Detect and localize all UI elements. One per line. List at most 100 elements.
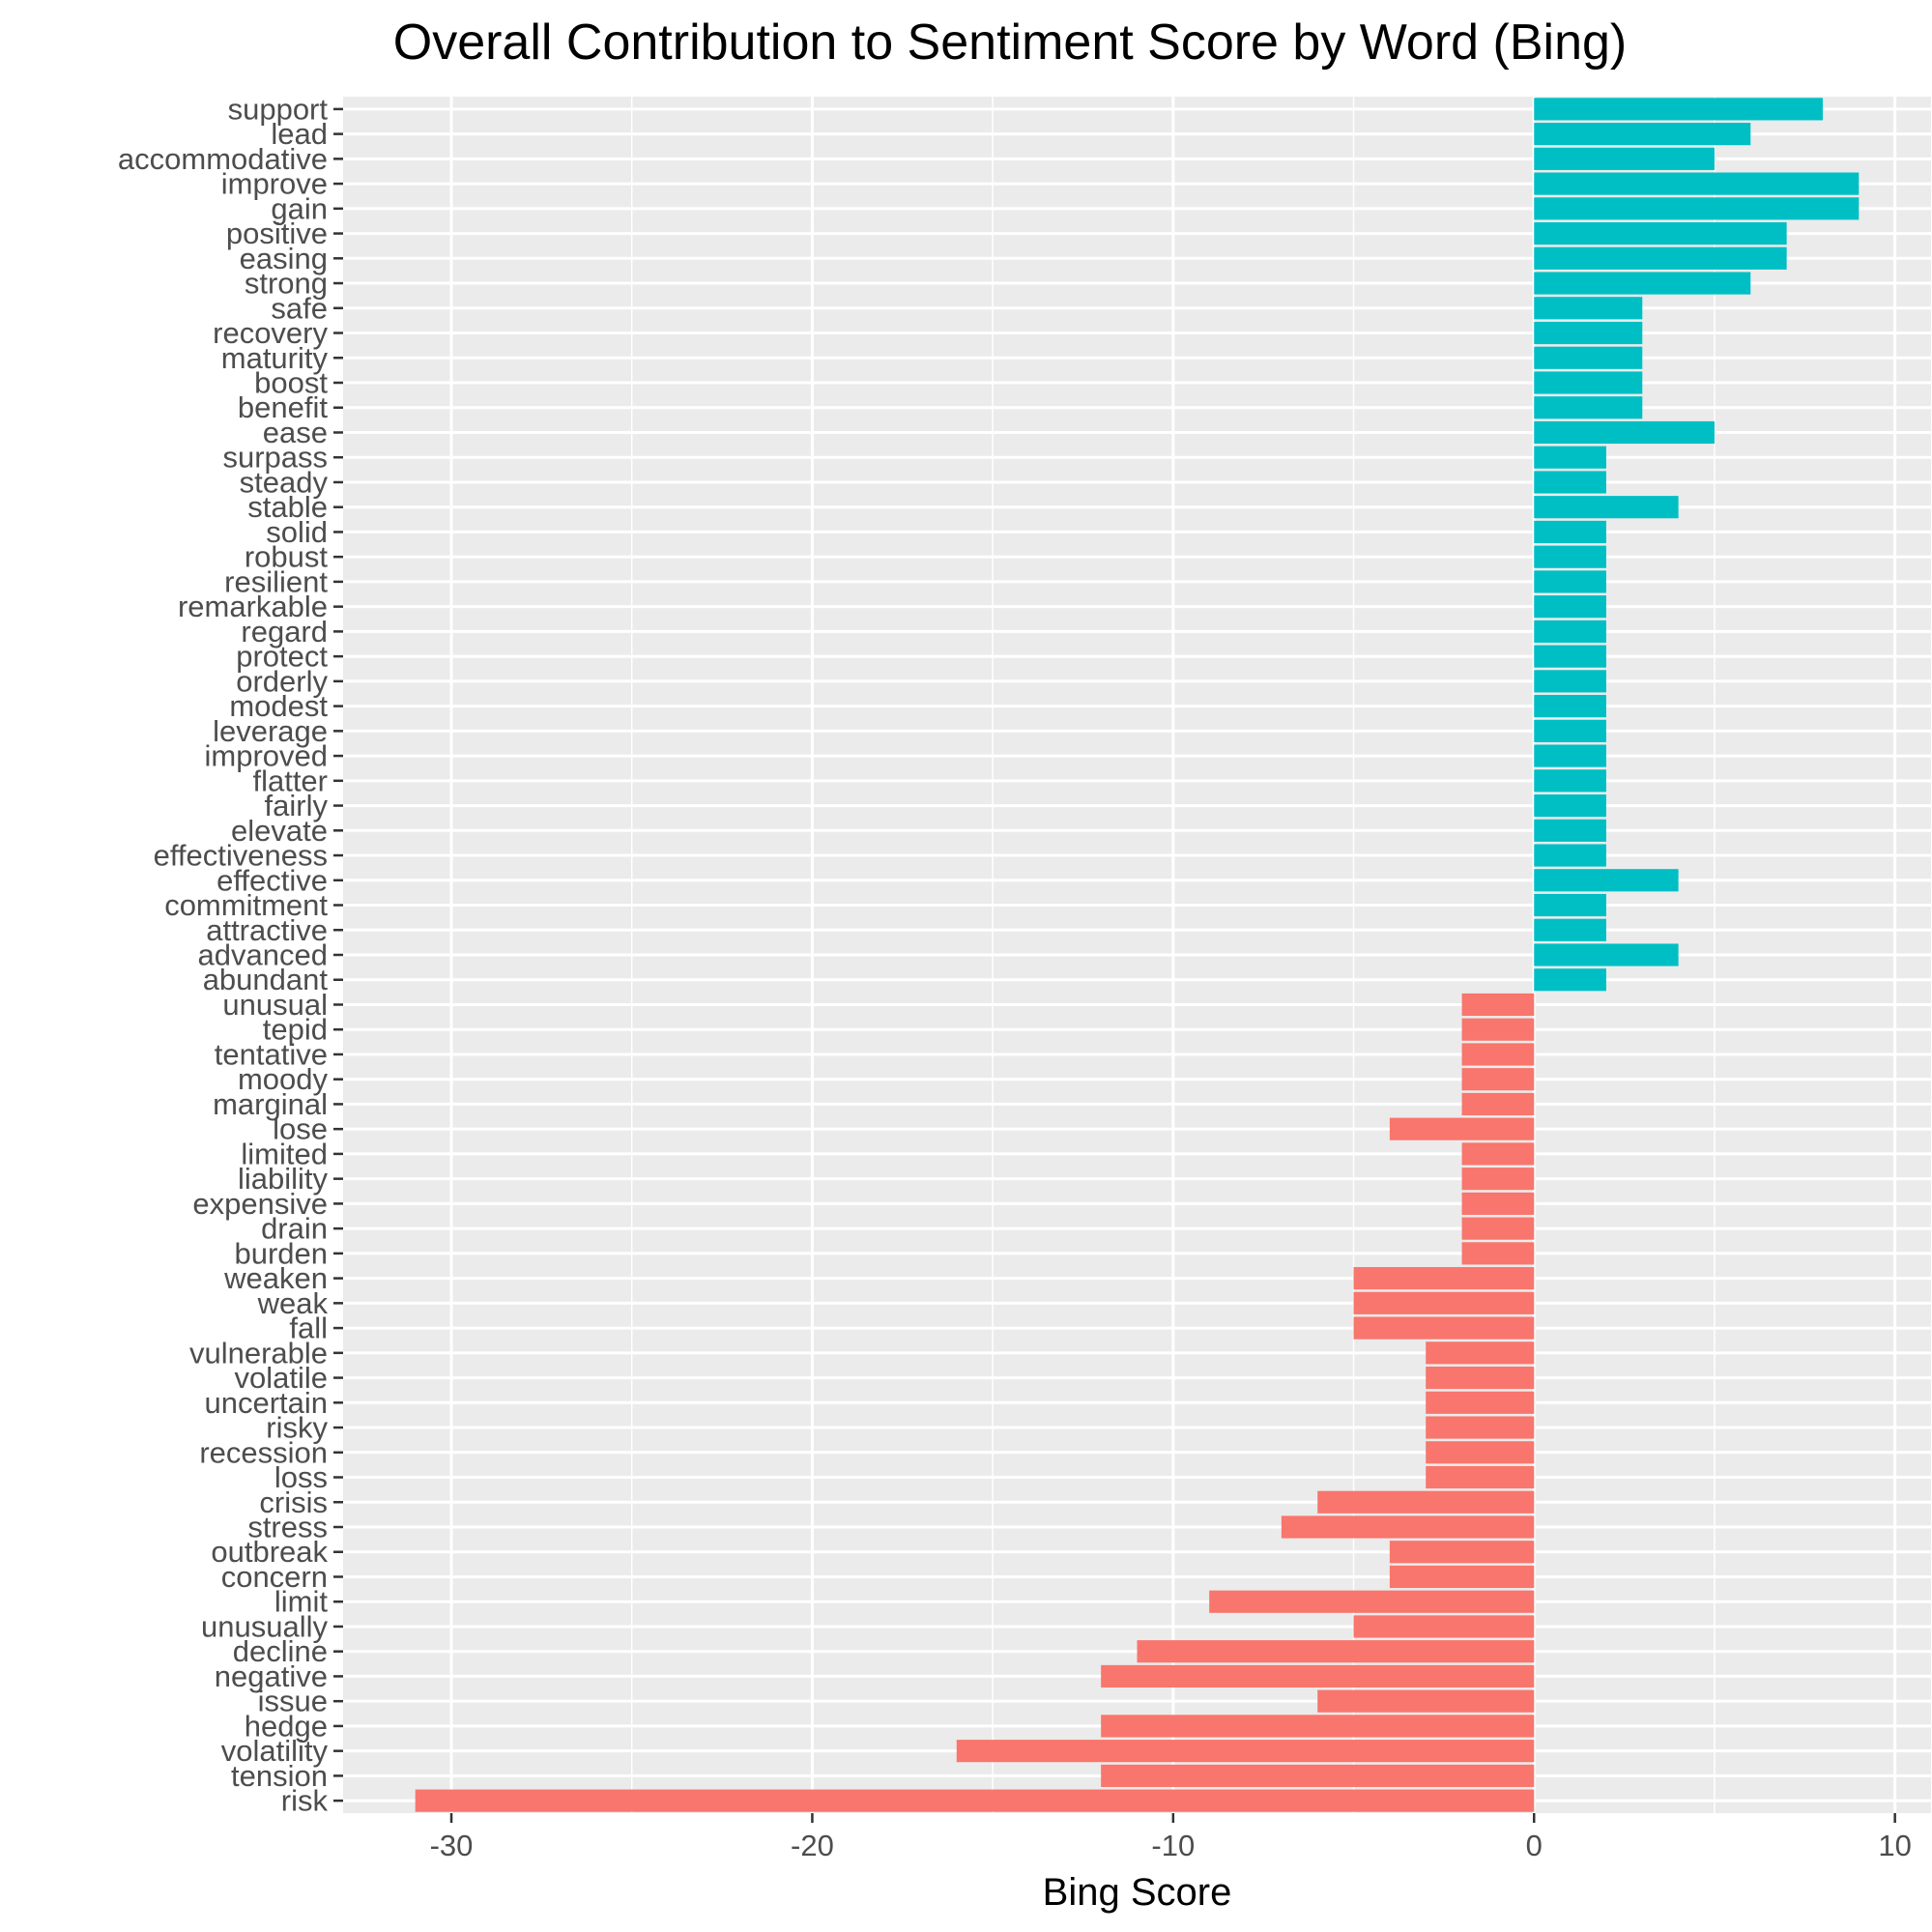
bar-loss xyxy=(1426,1465,1535,1489)
bar-vulnerable xyxy=(1426,1341,1535,1365)
y-tick-label: risky xyxy=(266,1411,328,1445)
bar-volatility xyxy=(956,1740,1535,1763)
bar-recovery xyxy=(1534,321,1643,345)
y-tick-label: stable xyxy=(247,490,328,524)
y-tick-label: steady xyxy=(240,465,329,499)
y-tick-label: improve xyxy=(221,167,328,201)
y-tick-label: flatter xyxy=(252,764,328,797)
bar-drain xyxy=(1461,1217,1535,1240)
y-tick-label: marginal xyxy=(213,1087,328,1121)
bar-fairly xyxy=(1534,793,1606,818)
bar-improve xyxy=(1534,172,1860,195)
bar-orderly xyxy=(1534,670,1606,693)
y-tick-label: protect xyxy=(236,640,328,674)
y-tick-label: orderly xyxy=(236,664,328,698)
bar-flatter xyxy=(1534,769,1606,793)
bar-attractive xyxy=(1534,918,1606,941)
x-tick-label: 0 xyxy=(1526,1829,1543,1862)
bar-tepid xyxy=(1461,1018,1535,1041)
y-tick-label: volatility xyxy=(221,1734,329,1768)
y-tick-label: decline xyxy=(233,1634,328,1668)
bar-safe xyxy=(1534,297,1643,320)
bar-unusually xyxy=(1353,1615,1535,1638)
y-tick-label: limit xyxy=(274,1585,328,1619)
y-tick-label: weak xyxy=(257,1286,329,1320)
y-tick-label: elevate xyxy=(231,814,328,848)
bar-maturity xyxy=(1534,346,1643,369)
y-tick-label: positive xyxy=(226,216,328,250)
bar-crisis xyxy=(1317,1490,1535,1514)
y-tick-label: unusual xyxy=(222,988,328,1022)
bar-outbreak xyxy=(1389,1541,1535,1564)
x-tick-label: -30 xyxy=(430,1829,474,1862)
bar-surpass xyxy=(1534,446,1606,469)
y-tick-label: easing xyxy=(240,242,328,275)
bar-solid xyxy=(1534,520,1606,544)
y-tick-label: hedge xyxy=(245,1709,328,1743)
bar-weak xyxy=(1353,1291,1535,1314)
bar-resilient xyxy=(1534,570,1606,593)
bar-recession xyxy=(1426,1441,1535,1464)
bar-expensive xyxy=(1461,1192,1535,1215)
y-tick-label: strong xyxy=(245,267,328,301)
y-tick-label: modest xyxy=(229,689,328,723)
y-tick-label: fall xyxy=(289,1312,328,1345)
bar-effectiveness xyxy=(1534,844,1606,867)
y-tick-label: improved xyxy=(205,739,329,773)
chart-title: Overall Contribution to Sentiment Score … xyxy=(392,14,1628,71)
bars xyxy=(415,98,1860,1812)
bar-weaken xyxy=(1353,1267,1535,1290)
x-tick-label: -20 xyxy=(791,1829,834,1862)
y-tick-label: expensive xyxy=(192,1187,328,1221)
bar-leverage xyxy=(1534,719,1606,742)
bar-advanced xyxy=(1534,943,1679,966)
bar-negative xyxy=(1101,1664,1535,1688)
y-tick-label: abundant xyxy=(203,963,329,996)
bar-accommodative xyxy=(1534,147,1715,170)
bar-improved xyxy=(1534,744,1606,767)
y-tick-label: tentative xyxy=(215,1037,328,1071)
y-tick-label: risk xyxy=(281,1784,329,1818)
y-tick-label: liability xyxy=(238,1162,329,1196)
y-tick-label: boost xyxy=(254,366,328,400)
y-tick-label: burden xyxy=(234,1236,328,1270)
bar-lose xyxy=(1389,1117,1535,1140)
y-axis: supportleadaccommodativeimprovegainposit… xyxy=(118,92,343,1818)
bar-positive xyxy=(1534,221,1787,245)
y-tick-label: accommodative xyxy=(118,142,328,176)
bar-tension xyxy=(1101,1764,1535,1787)
y-tick-label: vulnerable xyxy=(189,1336,328,1370)
y-tick-label: lose xyxy=(273,1112,328,1146)
y-tick-label: fairly xyxy=(265,789,329,822)
bar-fall xyxy=(1353,1316,1535,1340)
y-tick-label: limited xyxy=(241,1137,328,1170)
bar-issue xyxy=(1317,1689,1535,1713)
y-tick-label: effective xyxy=(216,863,328,897)
bar-uncertain xyxy=(1426,1391,1535,1414)
bar-ease xyxy=(1534,420,1715,445)
bar-regard xyxy=(1534,620,1606,643)
bar-risk xyxy=(415,1789,1535,1812)
y-tick-label: volatile xyxy=(235,1361,329,1395)
bar-burden xyxy=(1461,1242,1535,1265)
y-tick-label: moody xyxy=(238,1062,329,1096)
y-tick-label: leverage xyxy=(213,714,328,748)
y-tick-label: crisis xyxy=(259,1485,328,1519)
bar-modest xyxy=(1534,695,1606,718)
y-tick-label: stress xyxy=(247,1511,328,1544)
y-tick-label: uncertain xyxy=(204,1386,328,1420)
bar-easing xyxy=(1534,246,1787,270)
y-tick-label: gain xyxy=(271,191,328,225)
bar-commitment xyxy=(1534,893,1606,917)
y-tick-label: tension xyxy=(231,1759,328,1793)
y-tick-label: maturity xyxy=(221,341,329,375)
y-tick-label: regard xyxy=(241,615,328,649)
x-axis: -30 -20 -10 0 10 xyxy=(430,1813,1912,1862)
bar-remarkable xyxy=(1534,595,1606,619)
y-tick-label: benefit xyxy=(238,390,328,424)
y-tick-label: robust xyxy=(245,540,329,574)
y-tick-label: safe xyxy=(271,291,328,325)
bar-elevate xyxy=(1534,819,1606,842)
y-tick-label: tepid xyxy=(263,1013,328,1047)
